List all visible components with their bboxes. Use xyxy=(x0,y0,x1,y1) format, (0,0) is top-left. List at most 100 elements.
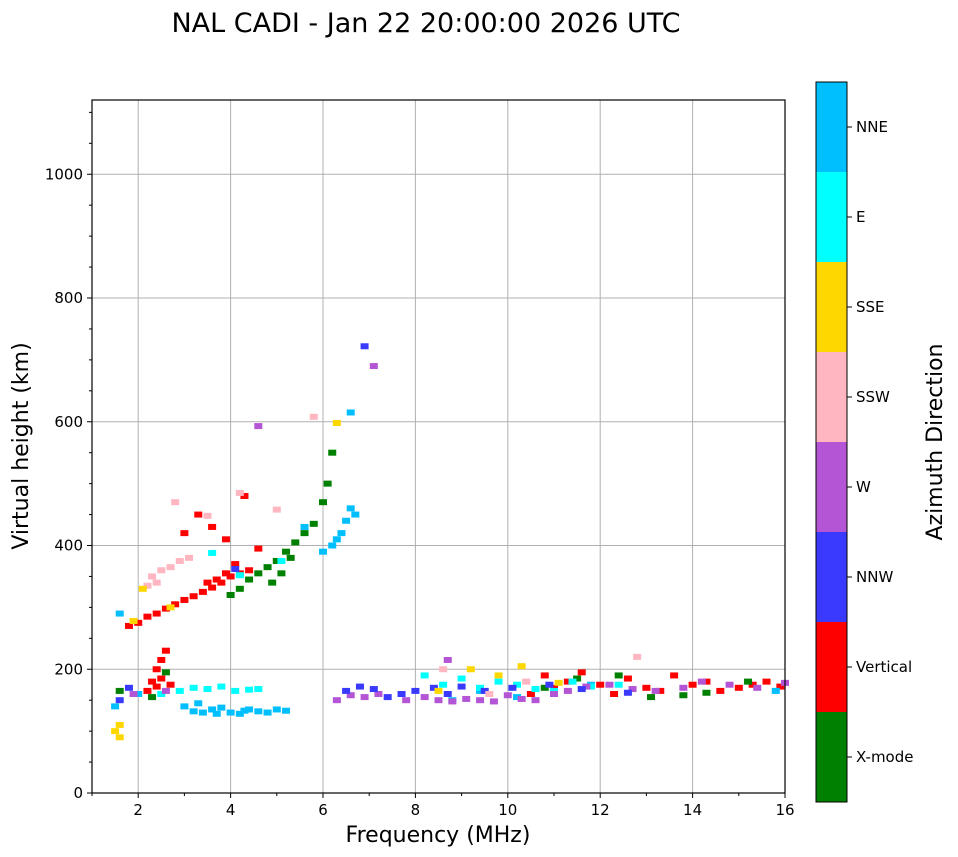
data-point-w xyxy=(360,694,369,701)
data-point-nne xyxy=(111,703,120,710)
data-point-e xyxy=(568,678,577,685)
data-point-e xyxy=(531,686,540,693)
data-point-x-mode xyxy=(286,554,295,561)
data-point-ssw xyxy=(522,678,531,685)
colorbar-segment xyxy=(816,442,847,532)
data-point-vertical xyxy=(231,561,240,568)
data-point-e xyxy=(614,681,623,688)
data-point-ssw xyxy=(633,653,642,660)
colorbar-tick-label: NNE xyxy=(856,118,888,136)
data-point-sse xyxy=(111,728,120,735)
data-point-nne xyxy=(180,703,189,710)
data-point-e xyxy=(476,684,485,691)
data-point-vertical xyxy=(776,683,785,690)
data-point-nnw xyxy=(457,683,466,690)
data-point-ssw xyxy=(166,564,175,571)
data-point-w xyxy=(651,687,660,694)
data-point-x-mode xyxy=(161,669,170,676)
data-point-w xyxy=(402,697,411,704)
data-point-x-mode xyxy=(268,579,277,586)
data-point-e xyxy=(420,672,429,679)
data-point-vertical xyxy=(152,666,161,673)
data-point-x-mode xyxy=(272,557,281,564)
data-point-e xyxy=(235,572,244,579)
data-point-nnw xyxy=(577,686,586,693)
data-point-w xyxy=(725,681,734,688)
data-point-x-mode xyxy=(573,675,582,682)
y-tick-label: 800 xyxy=(54,289,83,307)
data-point-vertical xyxy=(226,573,235,580)
data-point-nne xyxy=(771,687,780,694)
data-point-w xyxy=(161,687,170,694)
colorbar-segment xyxy=(816,262,847,352)
data-point-nnw xyxy=(397,691,406,697)
data-point-sse xyxy=(466,666,475,673)
data-point-x-mode xyxy=(235,585,244,592)
y-axis-label: Virtual height (km) xyxy=(9,342,34,549)
colorbar-tick-label: X-mode xyxy=(856,748,913,766)
y-axis-ticks: 0 200 400 600 800 1000 xyxy=(45,111,92,802)
data-point-w xyxy=(332,697,341,704)
data-point-vertical xyxy=(208,584,217,591)
plot-frame xyxy=(91,99,786,794)
y-tick-label: 400 xyxy=(54,537,83,555)
data-point-nnw xyxy=(124,684,133,691)
data-point-vertical xyxy=(642,684,651,691)
data-point-vertical xyxy=(656,687,665,694)
data-point-vertical xyxy=(180,596,189,603)
data-point-nne xyxy=(134,691,143,697)
data-point-w xyxy=(550,691,558,697)
data-point-x-mode xyxy=(328,449,337,456)
data-point-x-mode xyxy=(291,539,300,546)
data-point-ssw xyxy=(152,579,161,586)
data-point-nne xyxy=(208,706,217,713)
data-point-w xyxy=(489,698,498,705)
data-point-w xyxy=(628,686,637,693)
colorbar-label: Azimuth Direction xyxy=(923,343,948,540)
data-point-nnw xyxy=(115,697,124,704)
data-point-w xyxy=(443,656,452,663)
data-point-vertical xyxy=(152,610,161,617)
data-point-nnw xyxy=(411,687,420,694)
colorbar-segment xyxy=(816,712,847,802)
data-point-w xyxy=(753,684,762,691)
data-point-ssw xyxy=(309,413,318,420)
data-point-ssw xyxy=(157,567,166,574)
data-point-x-mode xyxy=(226,592,235,598)
data-point-x-mode xyxy=(323,480,332,487)
data-point-w xyxy=(679,684,688,691)
data-point-ssw xyxy=(143,582,152,589)
colorbar-tick-label: W xyxy=(856,478,871,496)
x-tick-label: 16 xyxy=(775,801,794,819)
data-point-nne xyxy=(245,706,254,713)
x-axis-label: Frequency (MHz) xyxy=(346,823,531,848)
data-point-vertical xyxy=(734,684,743,691)
data-point-w xyxy=(517,695,526,702)
data-point-vertical xyxy=(157,675,166,682)
data-point-vertical xyxy=(143,687,152,694)
data-point-nne xyxy=(189,708,198,715)
data-point-vertical xyxy=(180,530,189,537)
data-point-w xyxy=(462,695,471,702)
data-point-ssw xyxy=(439,666,448,673)
data-point-vertical xyxy=(143,613,152,620)
data-point-nnw xyxy=(383,694,392,701)
data-point-vertical xyxy=(577,669,586,676)
data-point-e xyxy=(439,681,448,688)
data-point-ssw xyxy=(185,554,194,561)
data-point-nne xyxy=(217,704,226,711)
data-point-vertical xyxy=(563,678,572,685)
data-point-sse xyxy=(434,687,443,694)
data-point-nnw xyxy=(429,684,438,691)
data-point-x-mode xyxy=(744,678,753,685)
data-point-x-mode xyxy=(319,499,327,506)
data-point-w xyxy=(346,692,355,699)
data-point-ssw xyxy=(485,691,494,697)
x-tick-label: 2 xyxy=(133,801,143,819)
data-point-nnw xyxy=(443,691,452,697)
data-point-sse xyxy=(517,663,526,670)
data-point-x-mode xyxy=(702,689,711,696)
data-point-x-mode xyxy=(282,548,291,555)
data-point-x-mode xyxy=(148,694,157,701)
data-point-nne xyxy=(351,511,360,518)
